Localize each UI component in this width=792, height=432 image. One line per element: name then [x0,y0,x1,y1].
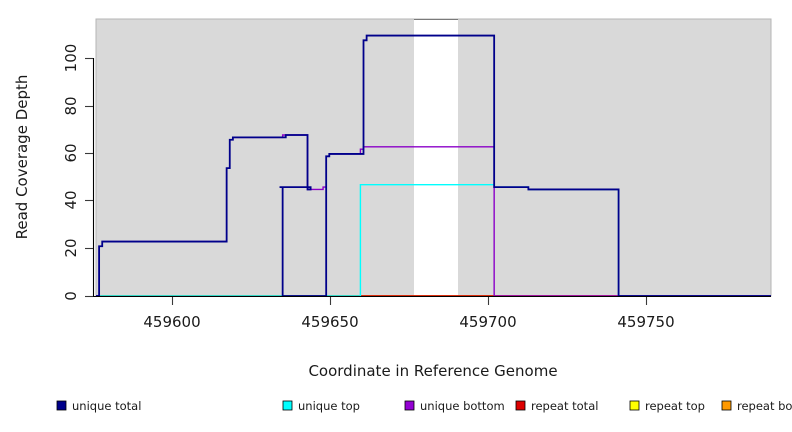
series-line-unique-total [96,34,771,297]
legend-label-unique-top: unique top [298,399,360,413]
x-tick-label-459700: 459700 [459,313,516,331]
y-tick-label-0: 0 [62,291,80,301]
x-tick-label-459650: 459650 [301,313,358,331]
x-tick-label-459600: 459600 [143,313,200,331]
legend-label-repeat-total: repeat total [531,399,598,413]
legend-swatch-unique-bottom [404,400,415,411]
y-tick-label-100: 100 [62,44,80,73]
x-axis-title: Coordinate in Reference Genome [308,362,557,380]
legend-label-unique-bottom: unique bottom [420,399,505,413]
axes-group [92,58,771,298]
x-axis-tick-labels: 459600 459650 459700 459750 [143,313,674,331]
chart-legend: unique total unique top unique bottom repea… [56,399,792,413]
y-tick-label-80: 80 [62,96,80,115]
y-tick-label-20: 20 [62,238,80,257]
legend-label-repeat-top: repeat top [645,399,705,413]
legend-swatch-repeat-total [515,400,526,411]
legend-swatch-repeat-top [629,400,640,411]
x-tick-label-459750: 459750 [617,313,674,331]
y-axis-title: Read Coverage Depth [13,75,31,240]
y-axis-ticks [85,57,93,298]
legend-label-repeat-bottom: repeat bottom [737,399,792,413]
legend-label-unique-total: unique total [72,399,141,413]
y-tick-label-60: 60 [62,143,80,162]
no-data-gap-region [414,19,458,296]
legend-swatch-unique-top [282,400,293,411]
legend-swatch-repeat-bottom [721,400,732,411]
y-axis-tick-labels: 0 20 40 60 80 100 [62,44,80,301]
legend-swatch-unique-total [56,400,67,411]
x-axis-ticks [171,297,648,305]
y-tick-label-40: 40 [62,190,80,209]
